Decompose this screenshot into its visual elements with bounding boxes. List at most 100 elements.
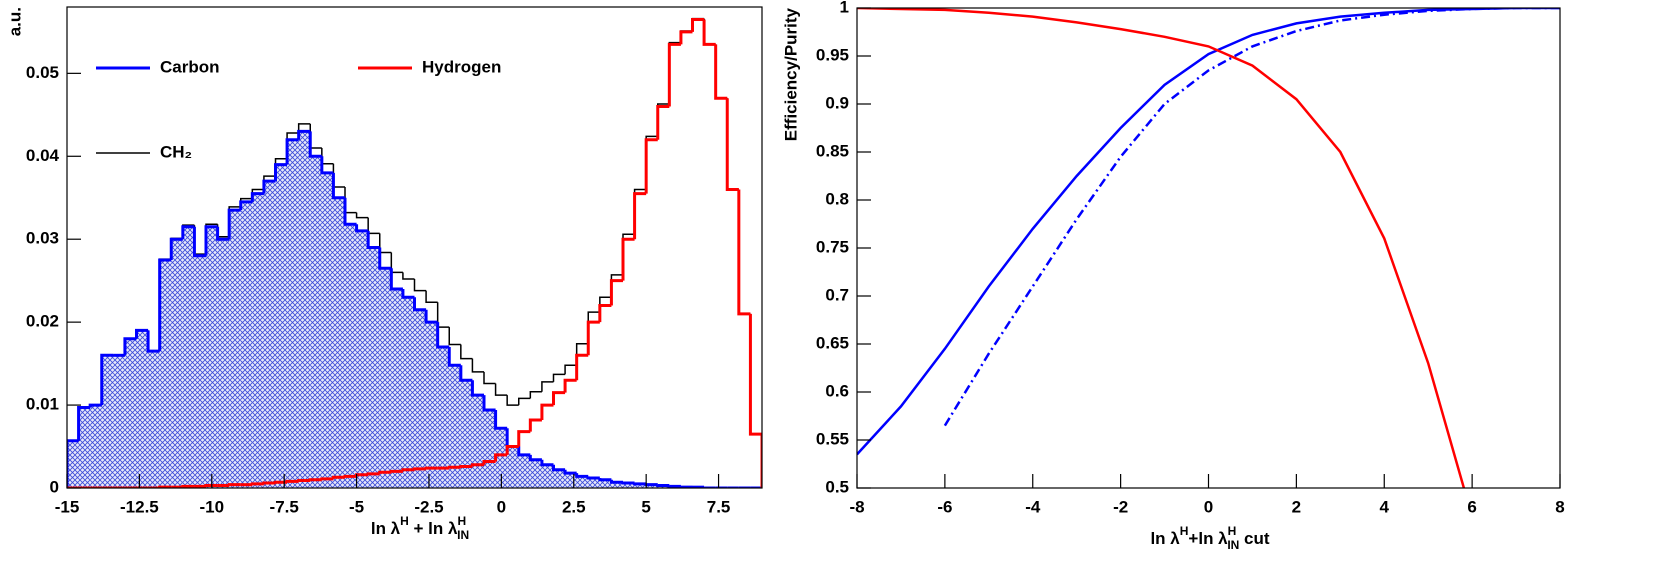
histogram-step	[425, 290, 438, 303]
histogram-step	[321, 147, 334, 165]
histogram-step	[239, 200, 253, 211]
x-tick-label: -7.5	[270, 497, 299, 516]
histogram-step	[518, 397, 531, 406]
x-tick-label: -8	[849, 497, 864, 516]
x-axis-label-part: H	[1180, 524, 1189, 538]
histogram-step	[135, 328, 149, 339]
x-axis-label-part: H	[457, 514, 466, 528]
histogram-step	[413, 297, 427, 312]
x-tick-label: 4	[1380, 497, 1390, 516]
histogram-bar	[310, 156, 322, 488]
histogram-step	[575, 473, 589, 478]
histogram-bar	[460, 380, 473, 488]
histogram-bar	[379, 268, 392, 488]
histogram-step	[575, 353, 589, 381]
x-axis-label-part: ln λ	[1150, 529, 1180, 548]
histogram-step	[158, 258, 172, 352]
histogram-bar	[623, 483, 635, 488]
y-tick-label: 0.5	[825, 477, 849, 496]
histogram-step	[367, 217, 380, 235]
histogram-step	[67, 439, 79, 488]
histogram-step	[552, 373, 566, 382]
y-tick-label: 0.85	[816, 141, 849, 160]
y-tick-label: 0.03	[26, 229, 59, 248]
histogram-step	[460, 344, 473, 360]
histogram-step	[691, 17, 705, 32]
histogram-bar	[391, 288, 403, 488]
x-tick-label: 7.5	[707, 497, 731, 516]
histogram-step	[146, 330, 160, 353]
histogram-step	[355, 212, 369, 219]
histogram-bar	[182, 226, 195, 488]
histogram-step	[483, 371, 496, 385]
histogram-step	[332, 163, 345, 188]
histogram-step	[528, 454, 542, 462]
y-axis-label: Efficiency/Purity	[781, 7, 800, 141]
histogram-bar	[252, 193, 264, 488]
histogram-step	[309, 123, 322, 149]
x-tick-label: -10	[200, 497, 225, 516]
histogram-step	[644, 483, 658, 487]
histogram-bar	[90, 405, 102, 488]
histogram-step	[552, 464, 566, 472]
histogram-step	[379, 233, 392, 254]
histogram-step	[656, 484, 670, 488]
y-tick-label: 0.6	[825, 381, 849, 400]
histogram-bar	[287, 139, 299, 488]
y-tick-label: 0.02	[26, 312, 59, 331]
histogram-step	[204, 225, 218, 256]
histogram-step	[609, 279, 623, 306]
histogram-step	[644, 138, 658, 194]
x-tick-label: -6	[937, 497, 952, 516]
histogram-bar	[356, 230, 369, 488]
histogram-step	[470, 463, 484, 467]
histogram-step	[505, 445, 519, 455]
histogram-step	[123, 337, 137, 356]
histogram-step	[297, 479, 311, 483]
histogram-step	[586, 320, 600, 356]
x-tick-label: 2	[1292, 497, 1301, 516]
x-axis-label-part: + ln λ	[409, 519, 458, 538]
histogram-bar	[414, 309, 427, 488]
plot-area	[857, 8, 1560, 488]
histogram-step	[714, 44, 728, 100]
histogram-step	[88, 403, 102, 408]
histogram-step	[343, 197, 357, 226]
histogram-bar	[368, 247, 380, 488]
histogram-step	[494, 383, 508, 396]
histogram-step	[633, 192, 647, 240]
histogram-bar	[345, 224, 357, 488]
histogram-step	[738, 189, 751, 315]
histogram-bar	[530, 459, 542, 488]
histogram-step	[482, 395, 496, 412]
y-tick-label: 0.75	[816, 237, 849, 256]
histogram-step	[459, 464, 473, 468]
histogram-bar	[298, 131, 311, 488]
histogram-step	[355, 224, 369, 233]
histogram-step	[274, 480, 288, 484]
histogram-step	[389, 469, 403, 473]
histogram-step	[470, 380, 484, 397]
histogram-step	[540, 459, 554, 467]
histogram-step	[657, 103, 670, 137]
histogram-step	[563, 378, 577, 393]
legend-label: Hydrogen	[422, 57, 501, 76]
histogram-bar	[113, 355, 125, 488]
histogram-step	[609, 479, 623, 484]
histogram-step	[586, 476, 600, 480]
histogram-bar	[426, 322, 438, 488]
histogram-step	[401, 288, 415, 299]
histogram-step	[448, 327, 461, 346]
histogram-bar	[634, 483, 647, 488]
x-tick-label: -2.5	[414, 497, 443, 516]
histogram-step	[216, 224, 230, 238]
histogram-bar	[206, 226, 218, 488]
y-tick-label: 0.04	[26, 146, 60, 165]
histogram-bar	[611, 482, 623, 488]
histogram-step	[390, 252, 403, 274]
histogram-bar	[321, 172, 334, 488]
histogram-bar	[449, 365, 461, 488]
line-series	[857, 8, 1560, 456]
x-tick-label: 8	[1555, 497, 1564, 516]
histogram-step	[517, 446, 531, 457]
